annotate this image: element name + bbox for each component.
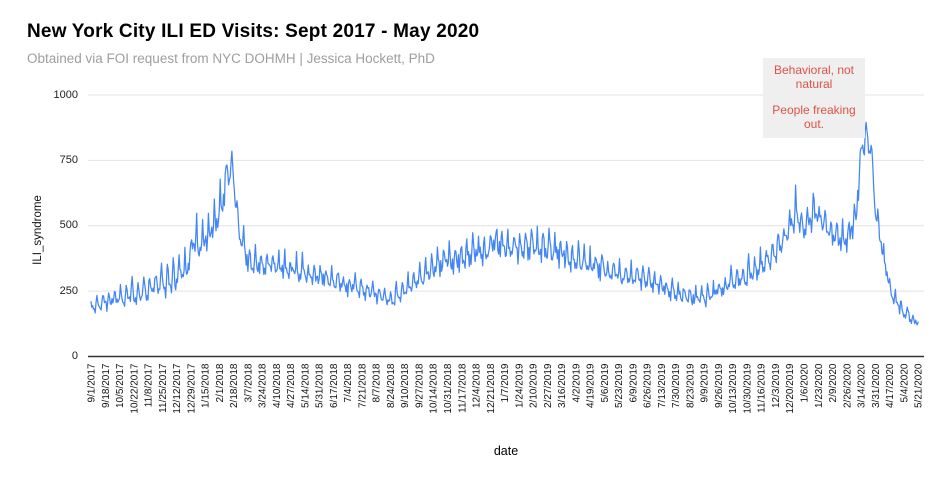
x-tick-label: 11/25/2017	[158, 363, 169, 413]
y-tick-label: 250	[59, 284, 78, 297]
x-tick-label: 7/30/2019	[671, 363, 682, 408]
gridlines	[88, 94, 924, 358]
x-tick-labels: 9/1/2017 9/18/2017 10/5/2017 10/22/2017 11/8…	[87, 363, 925, 413]
x-tick-label: 3/16/2019	[557, 363, 568, 408]
x-tick-label: 3/7/2018	[243, 363, 254, 402]
x-tick-label: 8/23/2019	[685, 363, 696, 408]
x-tick-label: 4/17/2020	[885, 363, 896, 408]
x-tick-label: 8/7/2018	[372, 363, 383, 402]
ili-syndrome-line	[90, 121, 919, 326]
x-tick-label: 6/9/2019	[628, 363, 639, 402]
x-tick-label: 9/26/2019	[714, 363, 725, 408]
x-tick-label: 9/10/2018	[400, 363, 411, 408]
x-tick-label: 1/15/2018	[201, 363, 212, 408]
x-tick-label: 11/17/2018	[457, 363, 468, 413]
x-tick-label: 4/2/2019	[571, 363, 582, 402]
x-tick-label: 2/1/2018	[215, 363, 226, 402]
x-tick-label: 10/22/2017	[129, 363, 140, 413]
annotation-note-box: Behavioral, not natural People freaking …	[763, 58, 865, 138]
x-tick-label: 4/27/2018	[286, 363, 297, 408]
x-tick-label: 1/6/2020	[800, 363, 811, 402]
x-tick-label: 5/4/2020	[899, 363, 910, 402]
x-tick-label: 5/14/2018	[300, 363, 311, 408]
x-tick-label: 10/30/2019	[742, 363, 753, 413]
y-tick-label: 1000	[53, 88, 78, 101]
x-tick-label: 4/10/2018	[272, 363, 283, 408]
series-layer	[90, 121, 919, 326]
x-tick-label: 1/24/2019	[514, 363, 525, 408]
x-tick-label: 3/24/2018	[258, 363, 269, 408]
x-tick-label: 2/27/2019	[543, 363, 554, 408]
x-axis-title: date	[493, 444, 519, 458]
x-tick-label: 12/29/2017	[186, 363, 197, 413]
x-tick-label: 10/5/2017	[115, 363, 126, 408]
x-tick-label: 4/19/2019	[586, 363, 597, 408]
x-tick-label: 12/20/2019	[785, 363, 796, 413]
x-tick-label: 3/31/2020	[871, 363, 882, 408]
x-tick-label: 12/3/2019	[771, 363, 782, 408]
x-tick-label: 7/21/2018	[357, 363, 368, 408]
chart-subtitle: Obtained via FOI request from NYC DOHMH …	[27, 51, 435, 66]
x-tick-label: 2/9/2020	[828, 363, 839, 402]
x-tick-label: 2/26/2020	[842, 363, 853, 408]
x-tick-label: 12/12/2017	[172, 363, 183, 413]
annotation-line-2: People freaking out.	[772, 102, 856, 132]
y-tick-label: 750	[59, 153, 78, 166]
x-tick-label: 12/4/2018	[472, 363, 483, 408]
x-tick-label: 1/23/2020	[814, 363, 825, 408]
x-tick-label: 2/10/2019	[529, 363, 540, 408]
x-tick-label: 3/14/2020	[857, 363, 868, 408]
x-tick-label: 6/17/2018	[329, 363, 340, 408]
x-tick-label: 10/13/2019	[728, 363, 739, 413]
annotation-line-1: Behavioral, not natural	[773, 63, 855, 92]
x-tick-label: 11/16/2019	[757, 363, 768, 413]
x-tick-label: 8/24/2018	[386, 363, 397, 408]
x-tick-label: 9/1/2017	[87, 363, 98, 402]
x-tick-label: 7/13/2019	[657, 363, 668, 408]
x-tick-label: 7/4/2018	[343, 363, 354, 402]
x-tick-label: 5/21/2020	[914, 363, 925, 408]
x-tick-label: 5/23/2019	[614, 363, 625, 408]
x-tick-label: 11/8/2017	[144, 363, 155, 407]
x-tick-label: 10/14/2018	[429, 363, 440, 413]
y-tick-label: 0	[71, 350, 78, 362]
x-tick-label: 6/26/2019	[643, 363, 654, 408]
y-tick-label: 500	[59, 219, 78, 232]
x-tick-label: 9/9/2019	[700, 363, 711, 402]
x-tick-label: 5/6/2019	[600, 363, 611, 402]
x-tick-label: 9/27/2018	[414, 363, 425, 408]
x-tick-label: 12/21/2018	[486, 363, 497, 413]
chart-title: New York City ILI ED Visits: Sept 2017 -…	[27, 21, 480, 42]
x-tick-label: 5/31/2018	[315, 363, 326, 408]
x-tick-label: 2/18/2018	[229, 363, 240, 408]
x-tick-label: 9/18/2017	[101, 363, 112, 408]
x-tick-label: 1/7/2019	[500, 363, 511, 402]
x-tick-label: 10/31/2018	[443, 363, 454, 413]
